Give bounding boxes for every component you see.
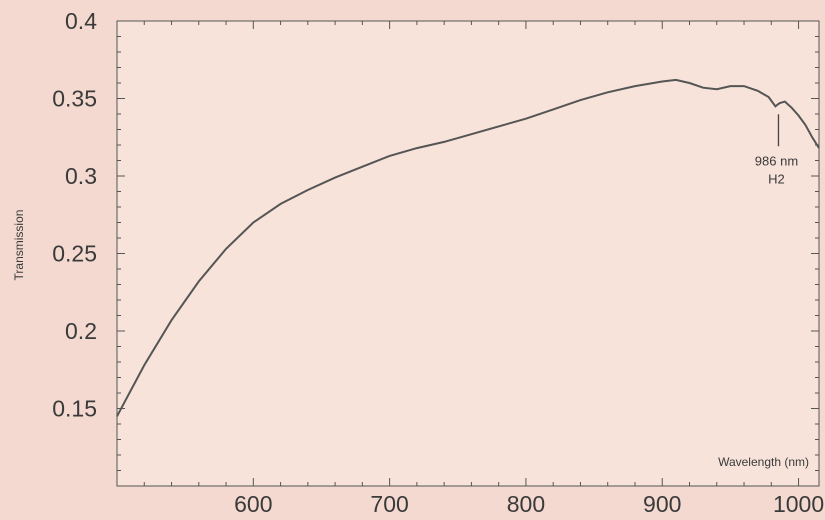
y-tick-label: 0.35 (52, 86, 97, 112)
y-tick-label: 0.15 (52, 396, 97, 422)
x-tick-label: 900 (643, 491, 681, 517)
y-tick-label: 0.25 (52, 241, 97, 267)
annotation-label-wavelength: 986 nm (755, 153, 798, 168)
x-tick-label: 700 (370, 491, 408, 517)
annotation-label-molecule: H2 (768, 171, 785, 186)
x-tick-label: 600 (234, 491, 272, 517)
y-axis-title: Transmission (12, 210, 26, 281)
series-line-transmission (116, 78, 820, 417)
y-axis-ticks: 0.15 0.2 0.25 0.3 0.35 0.4 (52, 8, 819, 487)
x-axis-ticks: 600 700 800 900 1000 (116, 21, 824, 517)
y-tick-label: 0.4 (65, 8, 97, 34)
x-tick-label: 1000 (773, 491, 824, 517)
plot-area (116, 20, 820, 487)
x-tick-label: 800 (507, 491, 545, 517)
y-tick-label: 0.3 (65, 163, 97, 189)
y-tick-label: 0.2 (65, 318, 97, 344)
x-axis-title: Wavelength (nm) (718, 455, 809, 469)
